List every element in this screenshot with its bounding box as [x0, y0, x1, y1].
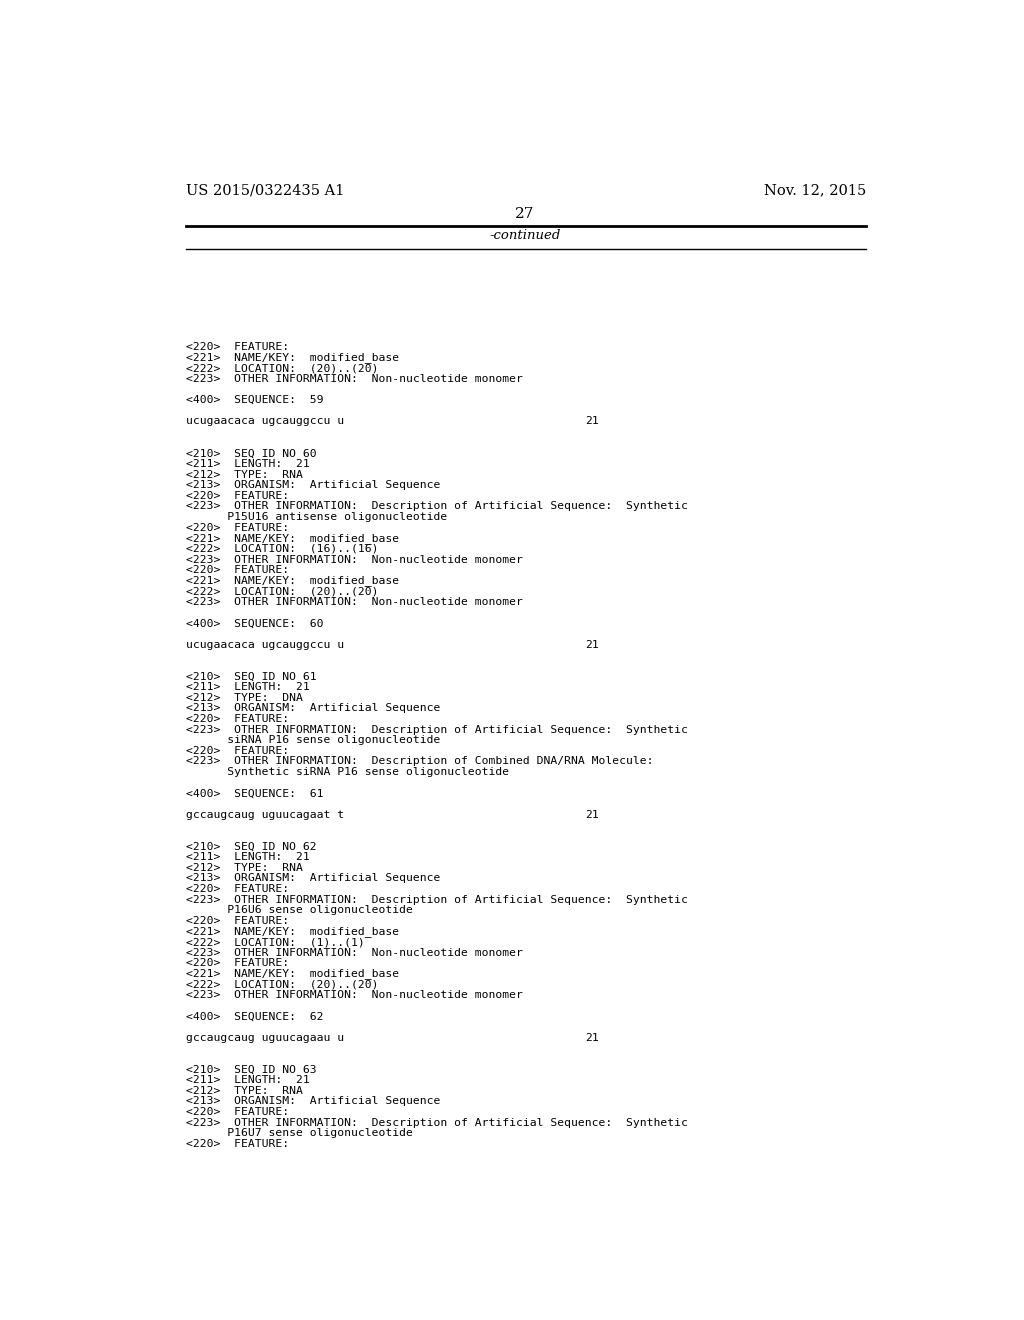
Text: <223>  OTHER INFORMATION:  Non-nucleotide monomer: <223> OTHER INFORMATION: Non-nucleotide … [186, 554, 523, 565]
Text: ucugaacaca ugcauggccu u: ucugaacaca ugcauggccu u [186, 640, 344, 649]
Text: <220>  FEATURE:: <220> FEATURE: [186, 714, 289, 723]
Text: <223>  OTHER INFORMATION:  Description of Artificial Sequence:  Synthetic: <223> OTHER INFORMATION: Description of … [186, 895, 688, 904]
Text: <220>  FEATURE:: <220> FEATURE: [186, 565, 289, 576]
Text: <223>  OTHER INFORMATION:  Description of Artificial Sequence:  Synthetic: <223> OTHER INFORMATION: Description of … [186, 725, 688, 735]
Text: <220>  FEATURE:: <220> FEATURE: [186, 491, 289, 500]
Text: <211>  LENGTH:  21: <211> LENGTH: 21 [186, 853, 310, 862]
Text: 27: 27 [515, 207, 535, 220]
Text: <220>  FEATURE:: <220> FEATURE: [186, 1107, 289, 1117]
Text: <223>  OTHER INFORMATION:  Description of Artificial Sequence:  Synthetic: <223> OTHER INFORMATION: Description of … [186, 502, 688, 511]
Text: <222>  LOCATION:  (16)..(16): <222> LOCATION: (16)..(16) [186, 544, 379, 554]
Text: <212>  TYPE:  RNA: <212> TYPE: RNA [186, 863, 303, 873]
Text: <212>  TYPE:  RNA: <212> TYPE: RNA [186, 470, 303, 479]
Text: <220>  FEATURE:: <220> FEATURE: [186, 523, 289, 533]
Text: <220>  FEATURE:: <220> FEATURE: [186, 746, 289, 756]
Text: <400>  SEQUENCE:  59: <400> SEQUENCE: 59 [186, 395, 324, 405]
Text: <221>  NAME/KEY:  modified_base: <221> NAME/KEY: modified_base [186, 533, 399, 544]
Text: <223>  OTHER INFORMATION:  Description of Artificial Sequence:  Synthetic: <223> OTHER INFORMATION: Description of … [186, 1118, 688, 1127]
Text: Nov. 12, 2015: Nov. 12, 2015 [764, 183, 866, 198]
Text: <211>  LENGTH:  21: <211> LENGTH: 21 [186, 1076, 310, 1085]
Text: <222>  LOCATION:  (20)..(20): <222> LOCATION: (20)..(20) [186, 363, 379, 374]
Text: US 2015/0322435 A1: US 2015/0322435 A1 [186, 183, 344, 198]
Text: <221>  NAME/KEY:  modified_base: <221> NAME/KEY: modified_base [186, 927, 399, 937]
Text: <213>  ORGANISM:  Artificial Sequence: <213> ORGANISM: Artificial Sequence [186, 1097, 440, 1106]
Text: <400>  SEQUENCE:  61: <400> SEQUENCE: 61 [186, 788, 324, 799]
Text: <222>  LOCATION:  (1)..(1): <222> LOCATION: (1)..(1) [186, 937, 365, 948]
Text: siRNA P16 sense oligonucleotide: siRNA P16 sense oligonucleotide [186, 735, 440, 746]
Text: <213>  ORGANISM:  Artificial Sequence: <213> ORGANISM: Artificial Sequence [186, 704, 440, 713]
Text: <210>  SEQ ID NO 62: <210> SEQ ID NO 62 [186, 841, 316, 851]
Text: <222>  LOCATION:  (20)..(20): <222> LOCATION: (20)..(20) [186, 979, 379, 990]
Text: P16U6 sense oligonucleotide: P16U6 sense oligonucleotide [186, 906, 413, 915]
Text: <220>  FEATURE:: <220> FEATURE: [186, 884, 289, 894]
Text: <220>  FEATURE:: <220> FEATURE: [186, 1139, 289, 1148]
Text: gccaugcaug uguucagaat t: gccaugcaug uguucagaat t [186, 809, 344, 820]
Text: <211>  LENGTH:  21: <211> LENGTH: 21 [186, 459, 310, 469]
Text: <222>  LOCATION:  (20)..(20): <222> LOCATION: (20)..(20) [186, 586, 379, 597]
Text: <400>  SEQUENCE:  62: <400> SEQUENCE: 62 [186, 1011, 324, 1022]
Text: P15U16 antisense oligonucleotide: P15U16 antisense oligonucleotide [186, 512, 447, 523]
Text: 21: 21 [586, 809, 599, 820]
Text: <220>  FEATURE:: <220> FEATURE: [186, 342, 289, 352]
Text: <400>  SEQUENCE:  60: <400> SEQUENCE: 60 [186, 618, 324, 628]
Text: <223>  OTHER INFORMATION:  Description of Combined DNA/RNA Molecule:: <223> OTHER INFORMATION: Description of … [186, 756, 653, 767]
Text: <211>  LENGTH:  21: <211> LENGTH: 21 [186, 682, 310, 692]
Text: <210>  SEQ ID NO 63: <210> SEQ ID NO 63 [186, 1065, 316, 1074]
Text: 21: 21 [586, 416, 599, 426]
Text: <223>  OTHER INFORMATION:  Non-nucleotide monomer: <223> OTHER INFORMATION: Non-nucleotide … [186, 990, 523, 1001]
Text: 21: 21 [586, 640, 599, 649]
Text: <223>  OTHER INFORMATION:  Non-nucleotide monomer: <223> OTHER INFORMATION: Non-nucleotide … [186, 948, 523, 958]
Text: gccaugcaug uguucagaau u: gccaugcaug uguucagaau u [186, 1032, 344, 1043]
Text: 21: 21 [586, 1032, 599, 1043]
Text: <213>  ORGANISM:  Artificial Sequence: <213> ORGANISM: Artificial Sequence [186, 480, 440, 490]
Text: <212>  TYPE:  DNA: <212> TYPE: DNA [186, 693, 303, 702]
Text: -continued: -continued [489, 228, 560, 242]
Text: <210>  SEQ ID NO 60: <210> SEQ ID NO 60 [186, 449, 316, 458]
Text: <223>  OTHER INFORMATION:  Non-nucleotide monomer: <223> OTHER INFORMATION: Non-nucleotide … [186, 597, 523, 607]
Text: Synthetic siRNA P16 sense oligonucleotide: Synthetic siRNA P16 sense oligonucleotid… [186, 767, 509, 777]
Text: <220>  FEATURE:: <220> FEATURE: [186, 958, 289, 969]
Text: ucugaacaca ugcauggccu u: ucugaacaca ugcauggccu u [186, 416, 344, 426]
Text: <220>  FEATURE:: <220> FEATURE: [186, 916, 289, 925]
Text: P16U7 sense oligonucleotide: P16U7 sense oligonucleotide [186, 1129, 413, 1138]
Text: <221>  NAME/KEY:  modified_base: <221> NAME/KEY: modified_base [186, 352, 399, 363]
Text: <213>  ORGANISM:  Artificial Sequence: <213> ORGANISM: Artificial Sequence [186, 874, 440, 883]
Text: <212>  TYPE:  RNA: <212> TYPE: RNA [186, 1086, 303, 1096]
Text: <221>  NAME/KEY:  modified_base: <221> NAME/KEY: modified_base [186, 969, 399, 979]
Text: <221>  NAME/KEY:  modified_base: <221> NAME/KEY: modified_base [186, 576, 399, 586]
Text: <223>  OTHER INFORMATION:  Non-nucleotide monomer: <223> OTHER INFORMATION: Non-nucleotide … [186, 374, 523, 384]
Text: <210>  SEQ ID NO 61: <210> SEQ ID NO 61 [186, 672, 316, 681]
